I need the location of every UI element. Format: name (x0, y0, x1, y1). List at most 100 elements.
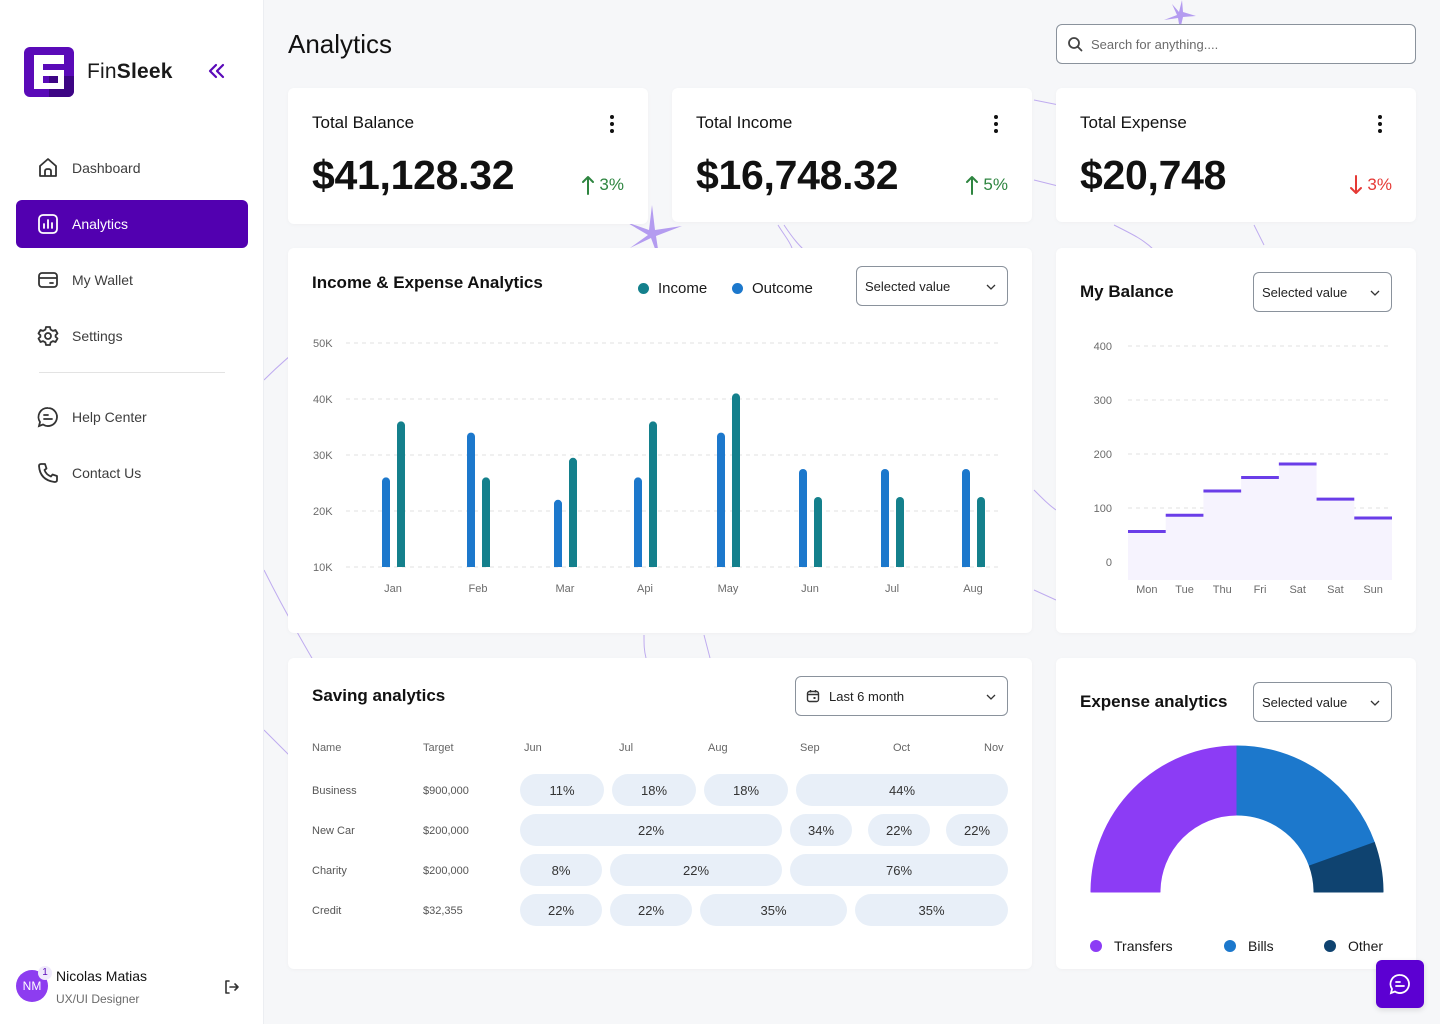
bar-base (382, 563, 390, 567)
saving-pill: 18% (704, 774, 788, 806)
more-options-icon[interactable] (604, 114, 620, 134)
bar-base (649, 563, 657, 567)
bar-outcome (962, 469, 970, 567)
saving-pill: 34% (790, 814, 852, 846)
saving-period-select[interactable]: Last 6 month (795, 676, 1008, 716)
logout-icon[interactable] (222, 978, 240, 996)
x-tick-label: Mar (556, 583, 575, 595)
x-tick-label: Jan (384, 583, 402, 595)
sidebar-nav: Dashboard Analytics My Wallet Settings H… (16, 144, 248, 505)
user-profile[interactable]: NM 1 Nicolas Matias UX/UI Designer (16, 964, 248, 1010)
column-header: Aug (708, 742, 728, 754)
brand[interactable]: FinSleek (24, 47, 173, 97)
arrow-up-icon (966, 176, 979, 195)
row-name: Charity (312, 865, 347, 877)
total-income-card: Total Income $16,748.32 5% (672, 88, 1032, 222)
sidebar-item-help-center[interactable]: Help Center (16, 393, 248, 441)
column-header: Name (312, 742, 342, 754)
stat-value: $20,748 (1080, 152, 1227, 198)
sidebar-item-label: Contact Us (72, 465, 142, 481)
collapse-sidebar-button[interactable] (206, 60, 226, 82)
column-header: Nov (984, 742, 1004, 754)
expense-half-donut-chart: Transfers Bills Other (1090, 745, 1384, 954)
avatar: NM (16, 970, 48, 1002)
legend-label: Income (658, 280, 708, 297)
x-tick-label: Tue (1175, 584, 1194, 596)
row-name: Credit (312, 905, 342, 917)
search-bar[interactable] (1056, 24, 1416, 64)
sidebar-item-label: Dashboard (72, 160, 141, 176)
saving-pill: 22% (520, 894, 602, 926)
sidebar-item-settings[interactable]: Settings (16, 312, 248, 360)
x-tick-label: Thu (1213, 584, 1232, 596)
saving-pill: 22% (610, 854, 782, 886)
more-options-icon[interactable] (1372, 114, 1388, 134)
column-header: Jul (619, 742, 634, 754)
saving-pill: 8% (520, 854, 602, 886)
chat-bubble-icon (1389, 974, 1410, 995)
y-tick-label: 30K (313, 450, 333, 462)
stat-change-value: 3% (1367, 175, 1392, 194)
total-expense-card: Total Expense $20,748 3% (1056, 88, 1416, 222)
more-options-icon[interactable] (988, 114, 1004, 134)
y-tick-label: 400 (1094, 341, 1112, 353)
search-input[interactable] (1091, 36, 1391, 52)
stat-value: $16,748.32 (696, 152, 899, 198)
card-title: My Balance (1080, 282, 1174, 301)
income-expense-bar-chart: 10K 20K 30K 40K 50K Jan Feb Mar Api May Jun Jul Aug (313, 338, 1000, 595)
sidebar-item-label: Settings (72, 328, 123, 344)
sidebar-item-dashboard[interactable]: Dashboard (16, 144, 248, 192)
select-value: Selected value (865, 278, 951, 294)
select-value: Selected value (1262, 694, 1348, 710)
chat-support-button[interactable] (1376, 960, 1424, 1008)
bar-base (634, 563, 642, 567)
my-balance-step-chart: 0 100 200 300 400 Mon Tue Thu Fri Sat Sat Sun (1094, 341, 1392, 596)
bar-outcome (467, 432, 475, 567)
total-balance-card: Total Balance $41,128.32 3% (288, 88, 648, 224)
bar-chart-icon (38, 214, 58, 234)
double-chevron-left-icon (208, 63, 225, 79)
brand-name: FinSleek (87, 60, 173, 83)
y-tick-label: 300 (1094, 395, 1112, 407)
income-expense-card: Income & Expense Analytics Income Outcom… (288, 248, 1032, 633)
y-tick-label: 10K (313, 562, 333, 574)
slice-other (1308, 842, 1384, 893)
bar-base (467, 563, 475, 567)
column-header: Target (423, 742, 454, 754)
saving-pill: 22% (946, 814, 1008, 846)
bar-outcome (717, 432, 725, 567)
balance-period-select[interactable]: Selected value (1253, 272, 1392, 312)
bar-base (881, 563, 889, 567)
legend-label: Outcome (752, 280, 813, 297)
bar-outcome (799, 469, 807, 567)
row-target: $200,000 (423, 825, 469, 837)
stat-title: Total Income (696, 113, 793, 132)
logo-icon (24, 47, 74, 97)
bar-base (569, 563, 577, 567)
legend-dot (732, 283, 743, 294)
row-name: New Car (312, 825, 355, 837)
y-tick-label: 0 (1106, 557, 1112, 569)
row-target: $200,000 (423, 865, 469, 877)
stat-change: 5% (965, 174, 1008, 196)
phone-icon (38, 463, 58, 483)
saving-pill: 22% (520, 814, 782, 846)
period-select[interactable]: Selected value (856, 266, 1008, 306)
sidebar-item-my-wallet[interactable]: My Wallet (16, 256, 248, 304)
sidebar-item-analytics[interactable]: Analytics (16, 200, 248, 248)
card-title: Income & Expense Analytics (312, 273, 543, 292)
user-name: Nicolas Matias (56, 968, 148, 984)
row-target: $32,355 (423, 905, 463, 917)
select-value: Selected value (1262, 284, 1348, 300)
sidebar-item-contact-us[interactable]: Contact Us (16, 449, 248, 497)
stat-value: $41,128.32 (312, 152, 515, 198)
sidebar-item-label: My Wallet (72, 272, 133, 288)
saving-pill: 35% (700, 894, 847, 926)
page-title: Analytics (288, 29, 393, 59)
saving-pill: 22% (868, 814, 930, 846)
bar-income (814, 497, 822, 567)
card-title: Saving analytics (312, 686, 446, 705)
legend-label: Other (1348, 938, 1383, 954)
expense-period-select[interactable]: Selected value (1253, 682, 1392, 722)
select-value: Last 6 month (829, 688, 905, 704)
